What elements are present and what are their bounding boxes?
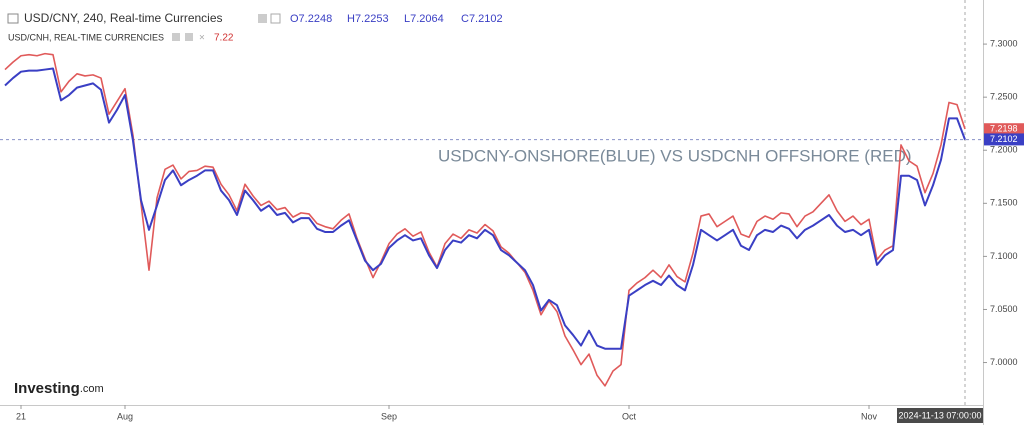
legend-close[interactable]: ×: [199, 33, 205, 44]
price-tag-label: 7.2198: [990, 124, 1018, 134]
y-tick-label: 7.1500: [990, 198, 1018, 208]
ohlc-value: O7.2248: [290, 13, 332, 25]
ohlc-value: H7.2253: [347, 13, 389, 25]
series-line: [4, 67, 966, 350]
ohlc-group: O7.2248 H7.2253 L7.2064 C7.2102: [290, 13, 503, 25]
y-tick-label: 7.2500: [990, 92, 1018, 102]
cursor-label-bg: [897, 408, 983, 423]
annotation: USDCNY-ONSHORE(BLUE) VS USDCNH OFFSHORE …: [438, 146, 912, 165]
price-tag-label: 7.2102: [990, 134, 1018, 144]
series-line: [4, 52, 966, 387]
x-tick-label: Aug: [117, 411, 133, 421]
x-tick-label: Oct: [622, 411, 637, 421]
y-tick-label: 7.3000: [990, 38, 1018, 48]
ohlc-value: L7.2064: [404, 13, 444, 25]
legend-button[interactable]: [172, 33, 180, 41]
legend-secondary: USD/CNH, REAL-TIME CURRENCIES: [8, 32, 164, 42]
watermark: Investing.com: [14, 380, 104, 397]
legend-button[interactable]: [185, 33, 193, 41]
price-tag: [984, 133, 1024, 146]
x-tick-label: Sep: [381, 411, 397, 421]
y-tick-label: 7.1000: [990, 251, 1018, 261]
ohlc-value: C7.2102: [461, 13, 503, 25]
cursor-label: 2024-11-13 07:00:00: [899, 410, 982, 420]
watermark-main: Investing: [14, 380, 80, 397]
legend-button[interactable]: [270, 13, 281, 24]
x-tick-label: 21: [16, 411, 26, 421]
legend-icon[interactable]: [7, 13, 19, 24]
y-tick-label: 7.0500: [990, 304, 1018, 314]
watermark-suffix: .com: [80, 383, 104, 395]
y-tick-label: 7.0000: [990, 357, 1018, 367]
price-tag: [984, 123, 1024, 136]
y-tick-label: 7.2000: [990, 145, 1018, 155]
legend-main: USD/CNY, 240, Real-time Currencies: [24, 11, 223, 25]
legend-value: 7.22: [214, 33, 234, 44]
x-tick-label: Nov: [861, 411, 878, 421]
legend-button[interactable]: [258, 14, 267, 23]
